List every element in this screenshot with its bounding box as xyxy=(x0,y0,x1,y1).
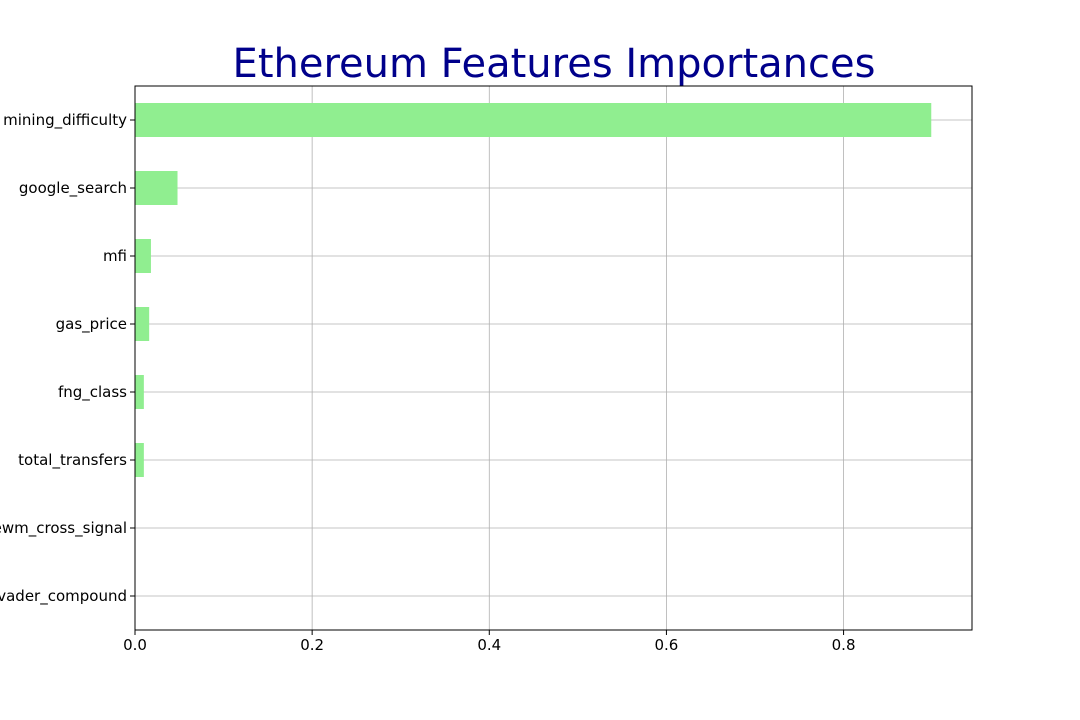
bar-fng-class xyxy=(135,375,144,409)
y-tick-label: mfi xyxy=(103,247,127,265)
x-tick-label: 0.0 xyxy=(123,636,147,654)
bar-gas-price xyxy=(135,307,150,341)
x-tick-label: 0.2 xyxy=(300,636,324,654)
x-axis: 0.0 0.2 0.4 0.6 0.8 xyxy=(123,630,856,654)
chart-title: Ethereum Features Importances xyxy=(233,41,876,87)
bar-google-search xyxy=(135,171,178,205)
grid-lines xyxy=(134,86,972,630)
y-tick-label: total_transfers xyxy=(18,451,127,470)
y-tick-label: mining_difficulty xyxy=(3,111,127,130)
y-tick-label: vader_compound xyxy=(0,587,127,606)
y-tick-label: fng_class xyxy=(58,383,127,402)
y-tick-label: google_search xyxy=(19,179,127,198)
bar-mfi xyxy=(135,239,151,273)
plot-frame xyxy=(134,85,973,631)
x-tick-label: 0.8 xyxy=(832,636,856,654)
bars xyxy=(135,103,932,477)
x-tick-label: 0.6 xyxy=(654,636,678,654)
bar-mining-difficulty xyxy=(135,103,932,137)
x-tick-label: 0.4 xyxy=(477,636,501,654)
y-tick-label: ewm_cross_signal xyxy=(0,519,127,538)
bar-total-transfers xyxy=(135,443,144,477)
y-tick-label: gas_price xyxy=(56,315,127,334)
